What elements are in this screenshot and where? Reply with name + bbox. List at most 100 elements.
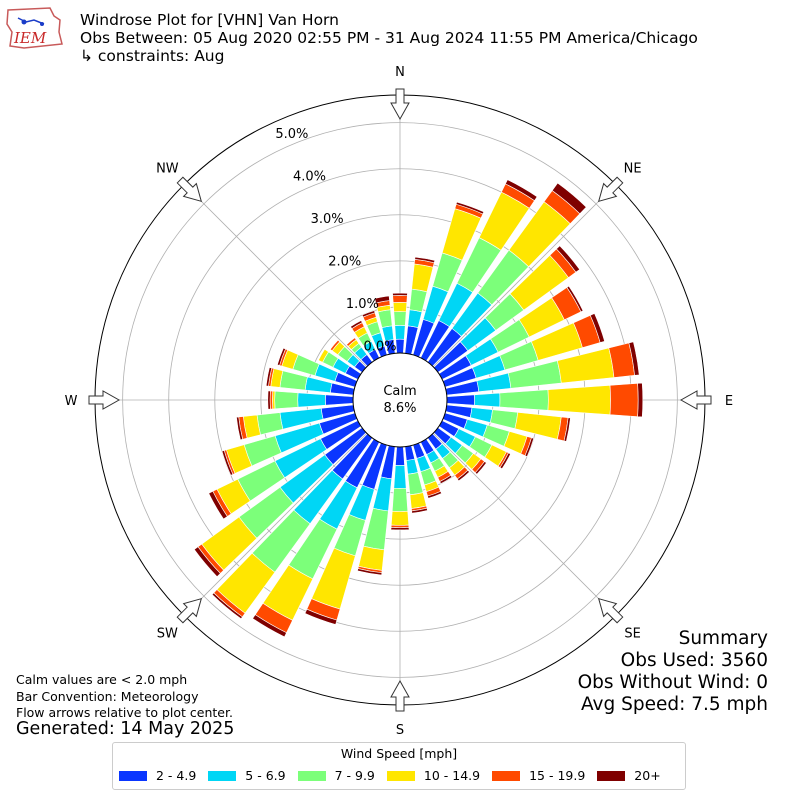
compass-label: SE <box>624 627 640 642</box>
rose-bar-segment <box>411 263 434 293</box>
grid-spoke <box>184 432 368 616</box>
rose-bar-segment <box>566 285 584 313</box>
legend-label: 10 - 14.9 <box>423 768 481 783</box>
radial-tick-label: 4.0% <box>293 169 326 184</box>
radial-tick-label: 3.0% <box>311 212 344 227</box>
rose-bar-segment <box>499 389 549 411</box>
compass-label: NE <box>624 161 642 176</box>
rose-bar-segment <box>394 325 406 340</box>
legend-label: 2 - 4.9 <box>156 768 197 783</box>
observation-period: Obs Between: 05 Aug 2020 02:55 PM - 31 A… <box>80 29 698 47</box>
rose-bar-segment <box>456 469 470 482</box>
rose-bar-segment <box>361 310 376 318</box>
generated-date: Generated: 14 May 2025 <box>16 719 235 739</box>
compass-label: SW <box>157 627 178 642</box>
radial-tick-label: 1.0% <box>346 297 379 312</box>
compass-label: NW <box>156 161 179 176</box>
rose-bar-segment <box>350 320 363 329</box>
legend-item: 15 - 19.9 <box>492 768 585 783</box>
legend-item: 5 - 6.9 <box>208 768 286 783</box>
legend-swatch <box>386 770 415 781</box>
legend-item: 20+ <box>597 768 661 783</box>
legend-item: 2 - 4.9 <box>119 768 196 783</box>
rose-bar-segment <box>392 302 408 313</box>
flow-arrow-icon <box>176 176 203 203</box>
legend-title: Wind Speed [mph] <box>340 746 458 761</box>
rose-bar-segment <box>409 288 428 313</box>
rose-bar-segment <box>193 546 221 578</box>
rose-bar-segment <box>547 384 611 416</box>
legend-label: 5 - 6.9 <box>245 768 286 783</box>
legend-label: 20+ <box>634 768 661 783</box>
summary-obs-used: Obs Used: 3560 <box>620 650 768 671</box>
calm-circle <box>352 352 448 448</box>
compass-label: W <box>65 394 78 409</box>
rose-bar-segment <box>377 309 393 328</box>
rose-bar-segment <box>628 341 640 376</box>
rose-bar-segment <box>505 179 538 202</box>
legend-swatch <box>492 770 521 781</box>
rose-bar-segment <box>499 452 511 470</box>
rose-bar-segment <box>589 313 605 343</box>
rose-bar-segment <box>474 461 487 475</box>
rose-bar-segment <box>391 487 409 512</box>
rose-bar-segment <box>297 392 326 408</box>
rose-bar-segment <box>395 446 405 466</box>
flow-arrow-icon <box>88 390 121 410</box>
rose-bar-segment <box>474 392 501 408</box>
legend-swatch <box>119 770 147 781</box>
rose-bar-segment <box>325 394 354 406</box>
legend-swatch <box>297 770 326 781</box>
flow-arrow-icon <box>176 597 203 624</box>
rose-bar-segment <box>406 458 419 475</box>
rose-bar-segment <box>427 490 442 499</box>
rose-bar-segment <box>637 382 644 418</box>
rose-bar-segment <box>556 347 615 384</box>
legend: Wind Speed [mph] 2 - 4.9 5 - 6.9 7 - 9.9 10… <box>112 742 686 790</box>
rose-bar-segment <box>489 409 519 430</box>
legend-label: 7 - 9.9 <box>334 768 375 783</box>
flow-arrow-icon <box>390 88 410 121</box>
legend-items: 2 - 4.9 5 - 6.9 7 - 9.9 10 - 14.9 15 - 19.9 2… <box>119 768 673 783</box>
iem-logo: IEM <box>6 7 63 49</box>
rose-bar-segment <box>551 182 587 215</box>
rose-bar-segment <box>407 309 423 328</box>
rose-bar-segment <box>393 464 407 489</box>
rose-bar-segment <box>393 311 407 326</box>
rose-bar-segment <box>556 245 581 273</box>
rose-bar-segment <box>390 510 410 526</box>
rose-bar-segment <box>409 492 427 509</box>
grid-spoke <box>184 184 368 368</box>
bar-convention-note: Bar Convention: Meteorology <box>16 689 199 704</box>
rose-bar-segment <box>208 490 228 520</box>
rose-bar-segment <box>265 367 273 387</box>
rose-bar-segment <box>395 338 405 354</box>
rose-bar-segment <box>446 394 475 406</box>
grid-spoke <box>432 184 616 368</box>
constraints-line: ↳ constraints: Aug <box>80 47 225 65</box>
rose-bar-segment <box>267 390 271 410</box>
rose-bar-segment <box>469 407 493 423</box>
flow-arrow-icon <box>390 679 410 712</box>
rose-bar-segment <box>358 545 385 571</box>
legend-swatch <box>208 770 237 781</box>
rose-bar-segment <box>392 295 408 303</box>
rose-bar-segment <box>407 472 424 496</box>
summary-box: Summary Obs Used: 3560 Obs Without Wind:… <box>578 628 768 716</box>
rose-bar-segment <box>274 390 299 410</box>
radial-tick-label: 5.0% <box>275 127 308 142</box>
legend-item: 7 - 9.9 <box>297 768 375 783</box>
rose-bar-segment <box>411 507 428 514</box>
summary-heading: Summary <box>678 628 768 649</box>
flow-arrows-note: Flow arrows relative to plot center. <box>16 705 233 720</box>
calm-label: Calm <box>383 384 416 399</box>
radial-tick-label: 0.0% <box>363 340 396 355</box>
rose-bar-segment <box>414 256 436 264</box>
rose-bar-segment <box>563 417 571 442</box>
rose-bar-segment <box>609 383 639 417</box>
rose-bar-segment <box>404 445 416 461</box>
flow-arrow-icon <box>597 176 624 203</box>
rose-bar-segment <box>236 416 244 441</box>
legend-item: 10 - 14.9 <box>386 768 481 783</box>
